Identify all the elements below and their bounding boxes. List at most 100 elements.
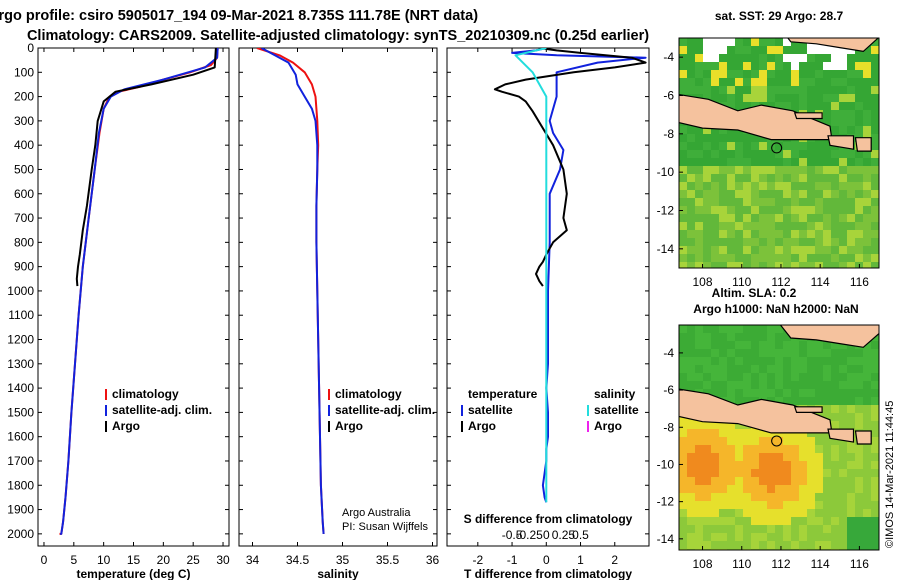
map-cell (743, 54, 752, 63)
map-cell (727, 70, 736, 79)
map-cell (863, 54, 872, 63)
map-cell (815, 222, 824, 231)
map-cell (815, 517, 824, 526)
map-cell (759, 54, 768, 63)
map-cell (807, 541, 816, 550)
x-tick-label: 116 (850, 275, 869, 289)
map-cell (727, 325, 736, 334)
map-cell (679, 453, 688, 462)
map-cell (767, 70, 776, 79)
map-cell (847, 118, 856, 127)
y-tick-label: -14 (657, 242, 675, 256)
y-tick-label: 300 (14, 114, 34, 128)
y-tick-label: -14 (657, 532, 675, 546)
map-cell (807, 246, 816, 255)
map-cell (807, 485, 816, 494)
map-cell (767, 78, 776, 87)
map-cell (719, 62, 728, 71)
map-cell (703, 158, 712, 167)
map-cell (711, 509, 720, 518)
x-tick-label: 15 (127, 553, 141, 567)
map-cell (727, 174, 736, 183)
map-cell (823, 262, 832, 268)
map-cell (735, 238, 744, 247)
map-cell (687, 166, 696, 175)
map-cell (823, 389, 832, 398)
map-cell (823, 405, 832, 414)
map-cell (847, 174, 856, 183)
map-cell (735, 525, 744, 534)
map-cell (871, 158, 879, 167)
map-cell (695, 222, 704, 231)
map-cell (759, 182, 768, 191)
map-cell (767, 453, 776, 462)
map-cell (815, 238, 824, 247)
map-cell (759, 262, 768, 268)
map-cell (767, 541, 776, 550)
map-cell (719, 429, 728, 438)
map-cell (751, 158, 760, 167)
map-cell (695, 461, 704, 470)
map-cell (799, 349, 808, 358)
map-cell (855, 222, 864, 231)
map-cell (679, 262, 688, 268)
map-cell (703, 62, 712, 71)
map-cell (847, 501, 856, 510)
map-cell (711, 70, 720, 79)
y-tick-label: 1800 (7, 478, 34, 492)
map-cell (799, 198, 808, 207)
map-cell (751, 198, 760, 207)
map-cell (767, 54, 776, 63)
map-cell (871, 174, 879, 183)
map-cell (767, 357, 776, 366)
map-cell (783, 190, 792, 199)
land-polygon (793, 112, 823, 120)
map-cell (783, 142, 792, 151)
map-cell (751, 46, 760, 55)
map-cell (791, 349, 800, 358)
map-cell (815, 341, 824, 350)
figure-title-line1: Argo profile: csiro 5905017_194 09-Mar-2… (0, 8, 478, 24)
map-cell (871, 509, 879, 518)
map-cell (735, 190, 744, 199)
map-cell (703, 190, 712, 199)
map-cell (775, 349, 784, 358)
map-cell (839, 86, 848, 95)
map-cell (823, 381, 832, 390)
map-cell (823, 493, 832, 502)
sla-map: 108 110 112 114 116 -4 -6 -8 -10 -12 -14 Altim. SLA… (657, 286, 880, 571)
map-cell (799, 102, 808, 111)
map-cell (823, 373, 832, 382)
map-cell (711, 493, 720, 502)
map-cell (687, 469, 696, 478)
map-cell (807, 397, 816, 406)
map-cell (831, 246, 840, 255)
map-cell (863, 421, 872, 430)
map-cell (839, 413, 848, 422)
x-tick-label: 110 (732, 275, 751, 289)
map-cell (847, 517, 856, 526)
map-cell (687, 206, 696, 215)
map-cell (855, 94, 864, 103)
map-cell (847, 126, 856, 135)
map-cell (727, 373, 736, 382)
map-cell (687, 62, 696, 71)
map-cell (847, 190, 856, 199)
map-cell (727, 437, 736, 446)
map-cell (727, 214, 736, 223)
map-cell (703, 46, 712, 55)
y-tick-label: 700 (14, 211, 34, 225)
map-cell (719, 134, 728, 143)
map-cell (767, 461, 776, 470)
map-cell (807, 70, 816, 79)
map-cell (855, 182, 864, 191)
map-cell (799, 509, 808, 518)
map-cell (807, 214, 816, 223)
map-cell (695, 357, 704, 366)
map-cell (863, 158, 872, 167)
map-cell (791, 509, 800, 518)
map-cell (727, 102, 736, 111)
map-cell (727, 333, 736, 342)
map-cell (775, 541, 784, 550)
map-cell (719, 238, 728, 247)
